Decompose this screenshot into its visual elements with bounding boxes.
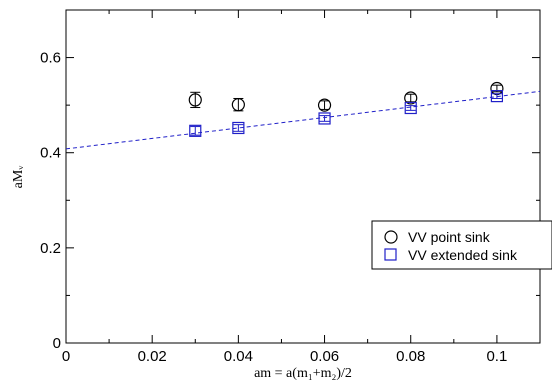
x-tick-label: 0.02 bbox=[138, 348, 167, 365]
extended-sink-point bbox=[189, 124, 202, 137]
x-axis-label: am = a(m₁+m₂)/2 bbox=[254, 366, 352, 381]
square-marker bbox=[318, 112, 331, 125]
circle-marker bbox=[188, 93, 202, 107]
square-marker bbox=[490, 90, 504, 103]
point-sink-point bbox=[188, 91, 202, 109]
y-tick-label: 0 bbox=[53, 335, 61, 352]
square-marker bbox=[189, 124, 202, 137]
extended-sink-point bbox=[232, 121, 245, 135]
square-marker bbox=[232, 121, 245, 135]
x-axis-ticks: 0 0.02 0.04 0.06 0.08 0.1 bbox=[62, 10, 507, 365]
extended-sink-point bbox=[490, 90, 504, 103]
legend: VV point sink VV extended sink bbox=[371, 220, 552, 270]
x-tick-label: 0.06 bbox=[310, 348, 339, 365]
y-tick-label: 0.6 bbox=[40, 50, 61, 67]
fit-line bbox=[65, 90, 541, 150]
y-tick-label: 0.2 bbox=[40, 240, 61, 257]
x-tick-label: 0.1 bbox=[486, 348, 507, 365]
legend-marker-extended-sink bbox=[384, 248, 397, 261]
y-axis-ticks: 0 0.2 0.4 0.6 bbox=[40, 50, 540, 352]
plot-frame bbox=[65, 9, 541, 344]
point-sink-point bbox=[490, 81, 504, 96]
legend-marker-point-sink bbox=[384, 230, 398, 244]
point-sink-point bbox=[317, 98, 332, 112]
circle-marker bbox=[231, 98, 245, 112]
point-sink-point bbox=[404, 91, 418, 105]
legend-label-point-sink: VV point sink bbox=[408, 229, 491, 245]
x-tick-label: 0.08 bbox=[396, 348, 425, 365]
x-tick-label: 0.04 bbox=[224, 348, 253, 365]
legend-label-extended-sink: VV extended sink bbox=[408, 247, 518, 263]
legend-box bbox=[371, 220, 552, 270]
data-points bbox=[188, 81, 504, 137]
y-axis-label: aMᵥ bbox=[11, 165, 26, 189]
extended-sink-point bbox=[404, 101, 417, 115]
fit-line-group bbox=[65, 90, 541, 150]
x-tick-label: 0 bbox=[62, 348, 70, 365]
circle-marker bbox=[317, 98, 332, 112]
square-marker bbox=[404, 101, 417, 115]
point-sink-point bbox=[231, 97, 245, 112]
circle-marker bbox=[404, 91, 418, 105]
extended-sink-point bbox=[318, 112, 331, 125]
y-tick-label: 0.4 bbox=[40, 145, 61, 162]
